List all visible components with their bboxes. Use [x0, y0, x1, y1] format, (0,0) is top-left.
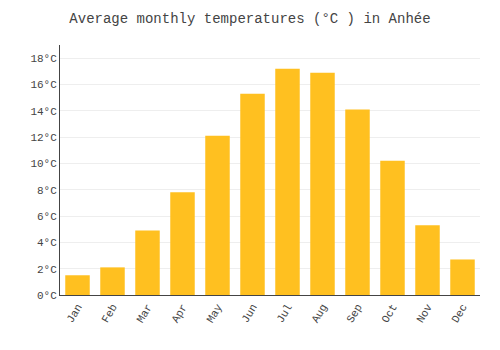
svg-text:Nov: Nov	[415, 302, 435, 325]
svg-text:14°C: 14°C	[30, 106, 57, 118]
svg-text:8°C: 8°C	[37, 185, 57, 197]
svg-text:2°C: 2°C	[37, 264, 57, 276]
svg-text:4°C: 4°C	[37, 237, 57, 249]
svg-text:Dec: Dec	[450, 302, 470, 325]
svg-text:Aug: Aug	[310, 302, 330, 325]
svg-text:Jun: Jun	[240, 302, 260, 325]
svg-text:6°C: 6°C	[37, 211, 57, 223]
svg-text:Jan: Jan	[65, 302, 85, 325]
svg-text:Apr: Apr	[170, 302, 190, 325]
svg-text:18°C: 18°C	[30, 53, 57, 65]
svg-text:Sep: Sep	[345, 302, 365, 325]
svg-text:May: May	[205, 302, 225, 325]
svg-text:Feb: Feb	[100, 302, 120, 325]
svg-text:Oct: Oct	[380, 302, 400, 325]
svg-text:Average monthly temperatures (: Average monthly temperatures (°C ) in An…	[69, 11, 430, 27]
svg-text:Jul: Jul	[275, 302, 295, 325]
svg-text:Mar: Mar	[135, 302, 155, 325]
svg-text:10°C: 10°C	[30, 158, 57, 170]
svg-text:0°C: 0°C	[37, 290, 57, 302]
svg-text:16°C: 16°C	[30, 79, 57, 91]
svg-text:12°C: 12°C	[30, 132, 57, 144]
